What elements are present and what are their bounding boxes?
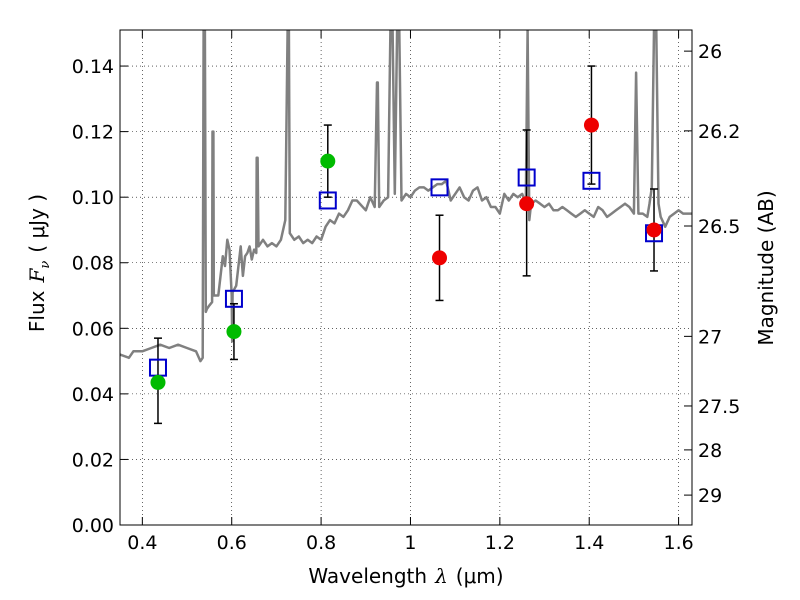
plot-area: [120, 30, 692, 425]
mag-tick-label: 26.5: [698, 216, 740, 238]
optical-data-point: [320, 153, 336, 169]
mag-tick-label: 27: [698, 326, 722, 348]
mag-tick-label: 28: [698, 440, 722, 462]
x-tick-label: 1: [404, 532, 416, 554]
mag-tick-label: 26: [698, 41, 722, 63]
x-tick-label: 1.6: [663, 532, 693, 554]
infrared-data-point: [583, 117, 599, 133]
y-tick-label: 0.06: [72, 318, 114, 340]
y-tick-label: 0.08: [72, 253, 114, 275]
infrared-data-point: [432, 250, 448, 266]
y-tick-label: 0.10: [72, 187, 114, 209]
model-flux-square: [582, 171, 601, 190]
x-tick-label: 0.6: [217, 532, 247, 554]
model-flux-square: [318, 191, 337, 210]
optical-data-point: [226, 324, 242, 340]
x-tick-label: 0.8: [306, 532, 336, 554]
optical-data-point: [150, 374, 166, 390]
x-axis-label: Wavelength λ (μm): [308, 564, 503, 588]
model-flux-square: [517, 168, 536, 187]
plot-frame: [119, 29, 693, 526]
spectrum-line: [120, 30, 692, 363]
y-tick-label: 0.04: [72, 384, 114, 406]
model-flux-square: [430, 178, 449, 197]
y-tick-label: 0.12: [72, 122, 114, 144]
infrared-data-point: [519, 196, 535, 212]
mag-tick-label: 26.2: [698, 121, 740, 143]
y-axis-label: FluxFν( μJy ): [25, 194, 53, 332]
y-tick-label: 0.14: [72, 56, 114, 78]
y-tick-label: 0.02: [72, 449, 114, 471]
right-axis-label: Magnitude (AB): [754, 190, 778, 345]
mag-tick-label: 29: [698, 485, 722, 507]
axis-ticks: 0.4 0.6 0.8 1 1.2 1.4 1.6 0.00 0.02 0.04 0.06 0.08 0…: [72, 30, 740, 554]
infrared-data-point: [646, 222, 662, 238]
y-tick-label: 0.00: [72, 515, 114, 537]
model-flux-square: [224, 289, 243, 308]
mag-tick-label: 27.5: [698, 396, 740, 418]
x-tick-label: 1.4: [574, 532, 604, 554]
x-tick-label: 1.2: [485, 532, 515, 554]
x-tick-label: 0.4: [127, 532, 157, 554]
